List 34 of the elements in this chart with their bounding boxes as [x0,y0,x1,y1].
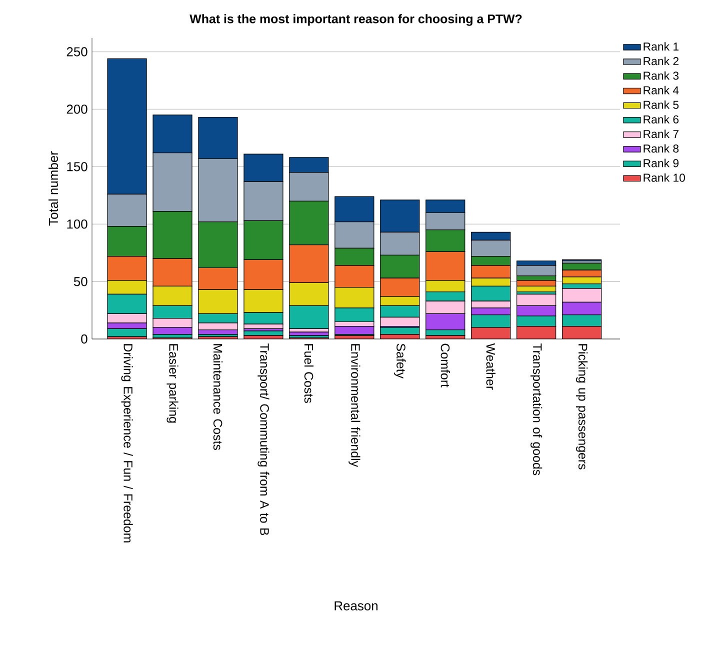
bar [562,314,602,327]
x-tick-label: Weather [486,343,496,390]
x-tick-label: Transport/ Commuting from A to B [258,343,270,536]
x-tick-label: Easier parking [166,344,178,423]
bar [107,328,147,337]
legend-label: Rank 2 [644,56,679,66]
y-tick-label: 250 [66,47,88,56]
legend-label: Rank 8 [644,144,679,153]
x-tick-label: Comfort [440,344,450,388]
legend-label: Rank 4 [644,86,679,94]
x-tick-label: Environmental friendly [348,344,360,468]
x-tick-label: Maintenance Costs [213,344,223,450]
legend-label: Rank 5 [644,100,679,109]
legend-label: Rank 1 [644,42,679,51]
x-tick-label: Driving Experience / Fun / Freedom [121,344,133,542]
y-tick-label: 200 [66,104,88,114]
legend-label: Rank 6 [644,115,679,124]
x-tick-label: Fuel Costs [304,344,314,403]
legend-label: Rank 10 [644,173,685,182]
x-tick-label: Safety [394,344,406,378]
bar [516,316,556,327]
y-tick-label: 50 [74,276,88,286]
y-tick-label: 0 [81,334,88,344]
bar [471,314,511,328]
legend-label: Rank 3 [644,71,679,80]
y-tick-label: 100 [67,220,88,229]
x-tick-label: Picking up passengers [576,344,588,470]
chart-title: What is the most important reason for choosing a PTW? [190,14,522,26]
legend-label: Rank 7 [644,130,679,138]
x-axis-title: Reason [334,601,378,610]
legend-label: Rank 9 [644,158,679,168]
y-tick-label: 150 [67,162,88,172]
y-axis-title: Total number [48,151,58,226]
x-tick-label: Transportation of goods [530,343,542,476]
